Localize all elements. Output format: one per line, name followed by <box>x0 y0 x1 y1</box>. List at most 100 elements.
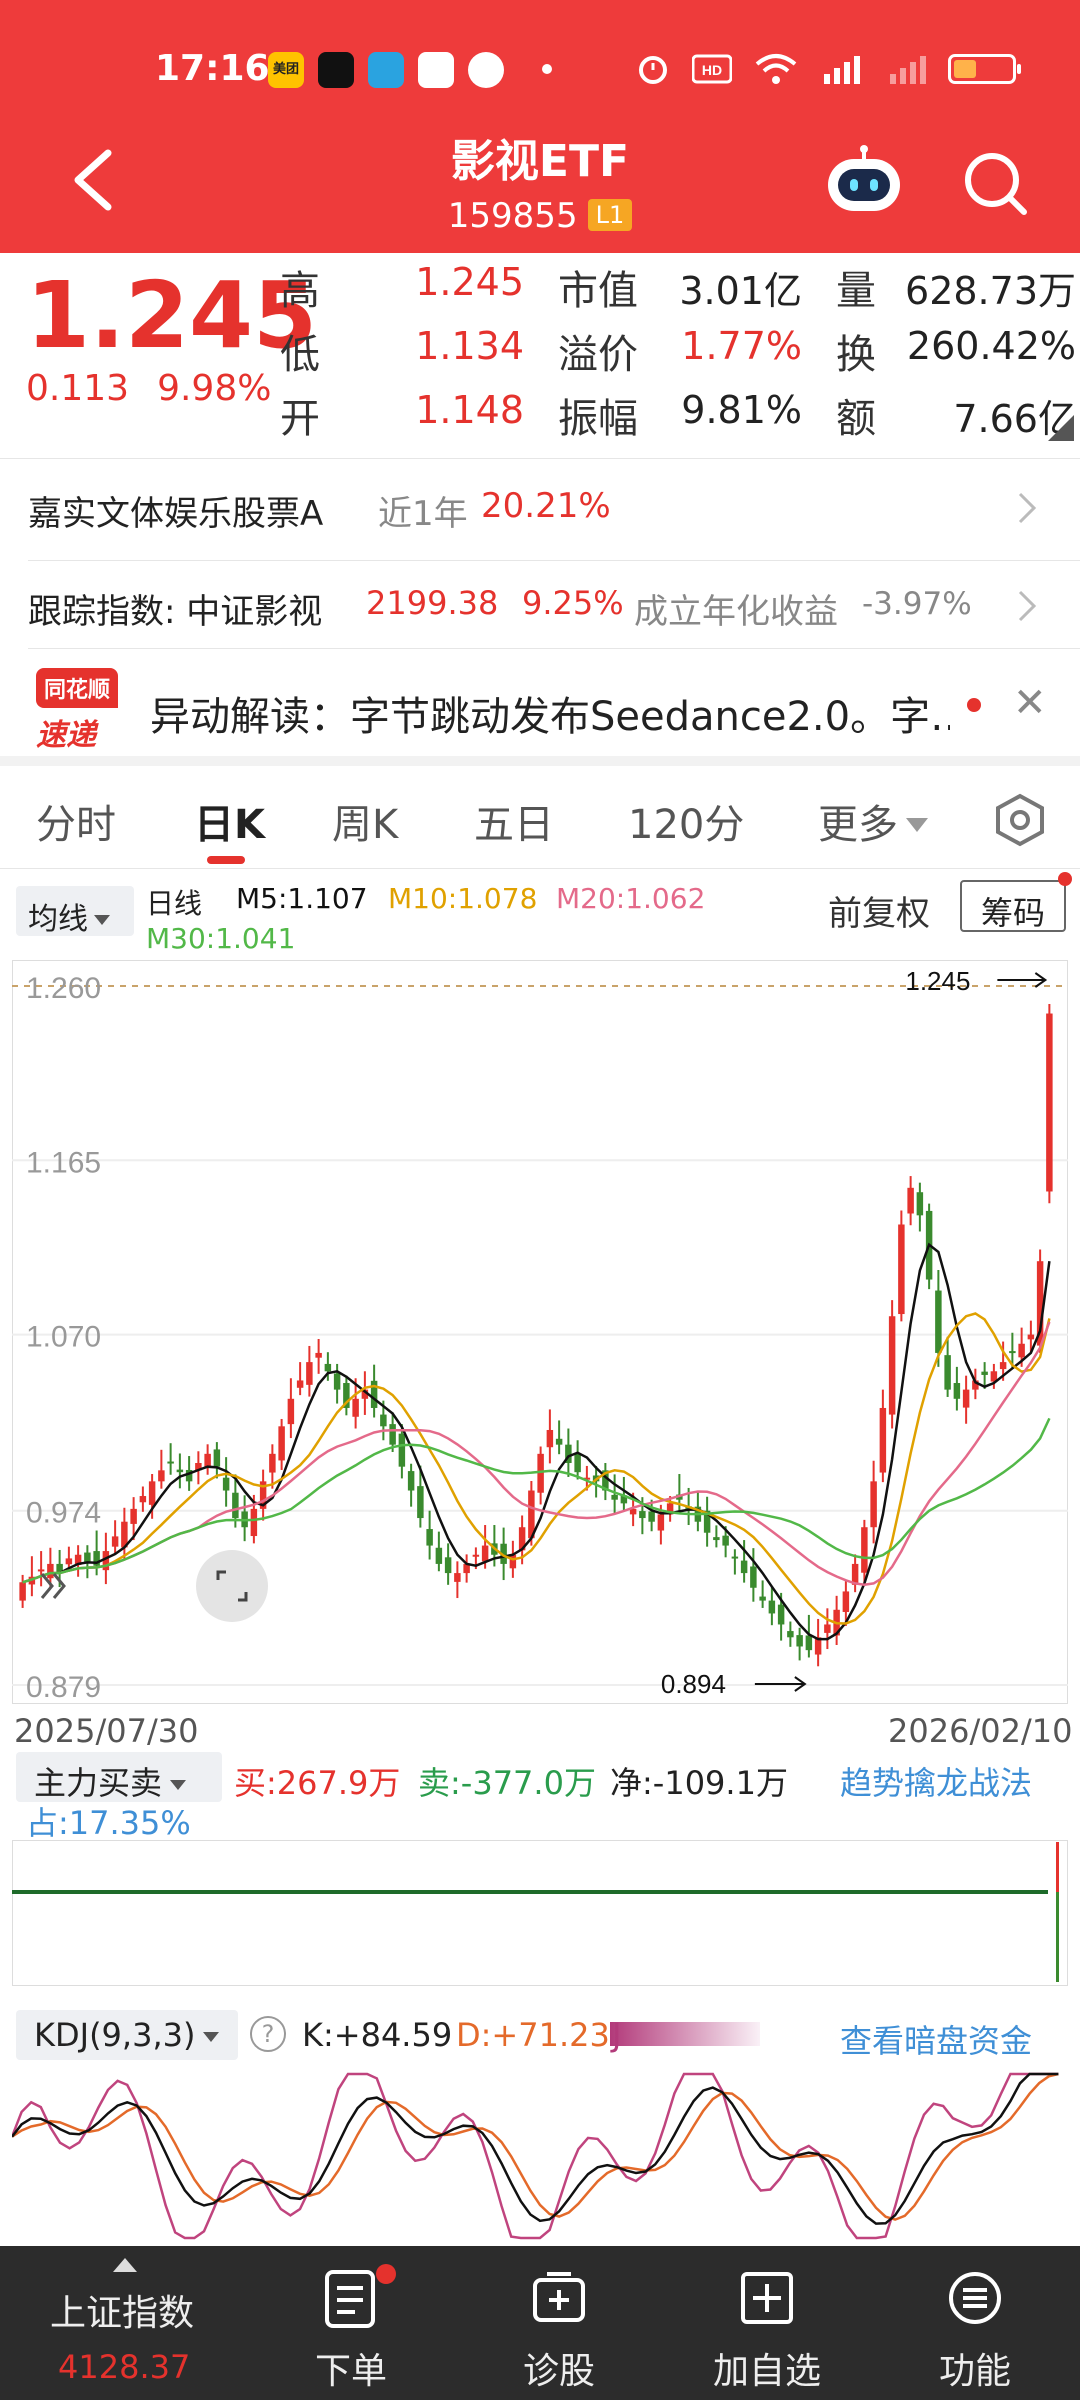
svg-text:HD: HD <box>702 62 722 78</box>
fund-return: 20.21% <box>481 486 611 526</box>
nav-diagnose[interactable]: 诊股 <box>484 2246 634 2400</box>
candle-body <box>472 1554 480 1557</box>
candle-body <box>167 1461 174 1464</box>
candle-body <box>56 1563 63 1574</box>
candle-body <box>1036 1261 1044 1346</box>
sse-index-value: 4128.37 <box>58 2348 191 2386</box>
kdj-selector-label: KDJ(9,3,3) <box>34 2016 196 2054</box>
close-icon[interactable]: ✕ <box>1013 680 1047 726</box>
candle-body <box>463 1563 470 1574</box>
candle-body <box>962 1389 970 1408</box>
candle-body <box>722 1535 729 1546</box>
candle-body <box>565 1444 572 1464</box>
turnover-value: 260.42% <box>906 324 1076 368</box>
candle-body <box>93 1551 100 1566</box>
candle-body <box>861 1527 868 1573</box>
tab-daily-k[interactable]: 日K <box>194 802 265 848</box>
max-arrow-head <box>1034 972 1048 988</box>
ma-selector[interactable]: 均线 <box>16 886 134 937</box>
candle-body <box>158 1470 165 1482</box>
unread-dot <box>967 698 981 712</box>
back-button[interactable] <box>68 145 118 215</box>
candle-body <box>879 1407 887 1473</box>
trend-strategy-link[interactable]: 趋势擒龙战法 <box>840 1764 1033 1802</box>
kdj-k-value: K:+84.59 <box>302 2016 453 2054</box>
status-system-icons: HD <box>636 52 1021 86</box>
tab-intraday[interactable]: 分时 <box>36 802 116 848</box>
tab-five-day[interactable]: 五日 <box>474 802 554 848</box>
candle-body <box>953 1383 961 1399</box>
candle-body <box>278 1426 285 1461</box>
min-arrow-head <box>794 1676 807 1692</box>
nav-add-watchlist-label: 加自选 <box>712 2351 821 2392</box>
ma5-line <box>22 1242 1051 1641</box>
flow-sell: 卖:-377.0万 <box>418 1764 596 1802</box>
candle-body <box>361 1389 369 1399</box>
nav-functions[interactable]: 功能 <box>900 2246 1050 2400</box>
open-value: 1.148 <box>415 388 524 432</box>
main-flow-selector-label: 主力买卖 <box>34 1764 163 1802</box>
ma30-line <box>22 1417 1051 1584</box>
candle-body <box>814 1637 822 1655</box>
tracking-index-value: 2199.38 <box>366 584 499 622</box>
mcap-value: 3.01亿 <box>679 269 802 313</box>
home-app-icon <box>418 52 454 88</box>
candle-body <box>731 1556 739 1559</box>
ai-assistant-robot-icon[interactable] <box>822 145 906 217</box>
dark-pool-link[interactable]: 查看暗盘资金 <box>840 2022 1033 2060</box>
candle-body <box>639 1511 646 1519</box>
flow-buy-bar <box>1056 1842 1059 1892</box>
volume-value: 628.73万 <box>905 269 1076 313</box>
price-adjust-toggle[interactable]: 前复权 <box>828 894 930 934</box>
candlestick-chart[interactable]: 1.260 1.165 1.070 0.974 0.879 1.245 0.894 <box>12 960 1068 1704</box>
candle-body <box>19 1582 26 1601</box>
x-start-date: 2025/07/30 <box>14 1712 199 1750</box>
nav-add-watchlist[interactable]: 加自选 <box>692 2246 842 2400</box>
expand-up-icon[interactable] <box>113 2258 137 2272</box>
flow-buy: 买:267.9万 <box>234 1764 401 1802</box>
flow-net: 净:-109.1万 <box>610 1764 788 1802</box>
collapse-sidebar-icon[interactable] <box>40 1573 66 1599</box>
notification-dot <box>1058 872 1072 886</box>
fullscreen-icon[interactable] <box>196 1550 268 1622</box>
expand-corner-icon[interactable] <box>1048 415 1074 441</box>
chip-distribution-button[interactable]: 筹码 <box>960 880 1066 932</box>
search-icon[interactable] <box>960 148 1030 218</box>
news-headline[interactable]: 异动解读：字节跳动发布Seedance2.0。字… <box>150 694 950 740</box>
fund-name: 嘉实文体娱乐股票A <box>28 494 324 534</box>
nav-place-order[interactable]: 下单 <box>276 2246 426 2400</box>
nav-functions-label: 功能 <box>938 2351 1011 2392</box>
candle-body <box>148 1481 156 1505</box>
tab-weekly-k[interactable]: 周K <box>332 802 399 848</box>
candle-body <box>870 1481 877 1528</box>
kdj-selector[interactable]: KDJ(9,3,3) <box>16 2010 238 2060</box>
candle-body <box>380 1414 387 1427</box>
candle-body <box>121 1521 128 1548</box>
tonghuashun-express-logo: 同花顺 速递 <box>36 668 126 753</box>
price-change-value: 0.113 <box>26 368 130 409</box>
divider <box>28 560 1080 561</box>
settings-hexagon-icon[interactable] <box>992 792 1048 848</box>
help-icon[interactable]: ? <box>250 2016 286 2052</box>
security-code-text: 159855 <box>447 196 578 236</box>
period-label: 日线 <box>146 887 203 920</box>
candle-body <box>398 1433 406 1467</box>
logo-top-text: 同花顺 <box>36 668 119 708</box>
tab-120-min[interactable]: 120分 <box>628 802 745 848</box>
kdj-k-line <box>12 2072 1059 2225</box>
tab-more-label: 更多 <box>818 802 898 848</box>
divider <box>28 648 1080 649</box>
candle-body <box>611 1494 618 1500</box>
candle-body <box>306 1362 313 1385</box>
main-flow-selector[interactable]: 主力买卖 <box>16 1752 222 1802</box>
candle-body <box>1046 1013 1053 1192</box>
candle-body <box>185 1469 193 1482</box>
sse-index-name[interactable]: 上证指数 <box>50 2293 195 2334</box>
tab-more[interactable]: 更多 <box>818 792 928 850</box>
y-tick-label: 1.165 <box>26 1146 101 1179</box>
dropdown-arrow-icon <box>170 1780 187 1790</box>
candle-body <box>750 1566 757 1588</box>
price-change-pct: 9.98% <box>157 368 272 409</box>
premium-value: 1.77% <box>681 324 802 368</box>
y-tick-label: 0.974 <box>26 1497 101 1530</box>
